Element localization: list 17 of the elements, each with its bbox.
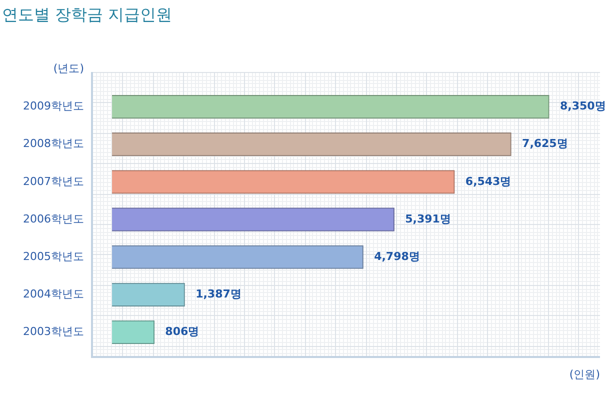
data-label: 5,391명 — [405, 212, 451, 226]
data-label: 8,350명 — [560, 100, 606, 113]
chart-title: 연도별 장학금 지급인원 — [2, 5, 172, 24]
y-tick-label: 2004학년도 — [23, 288, 84, 300]
data-label: 6,543명 — [465, 174, 512, 188]
y-tick-label: 2008학년도 — [23, 137, 84, 150]
data-label: 806명 — [165, 325, 200, 338]
data-label: 1,387명 — [196, 288, 242, 300]
y-tick-label: 2003학년도 — [23, 325, 84, 338]
data-label: 7,625명 — [522, 137, 568, 150]
x-axis-title: (인원) — [569, 368, 600, 381]
y-axis-title: (년도) — [53, 62, 84, 75]
y-tick-label: 2007학년도 — [23, 174, 84, 188]
data-label: 4,798명 — [374, 250, 420, 263]
y-tick-label: 2006학년도 — [23, 212, 84, 226]
y-tick-label: 2009학년도 — [23, 100, 84, 113]
y-tick-label: 2005학년도 — [23, 250, 84, 263]
